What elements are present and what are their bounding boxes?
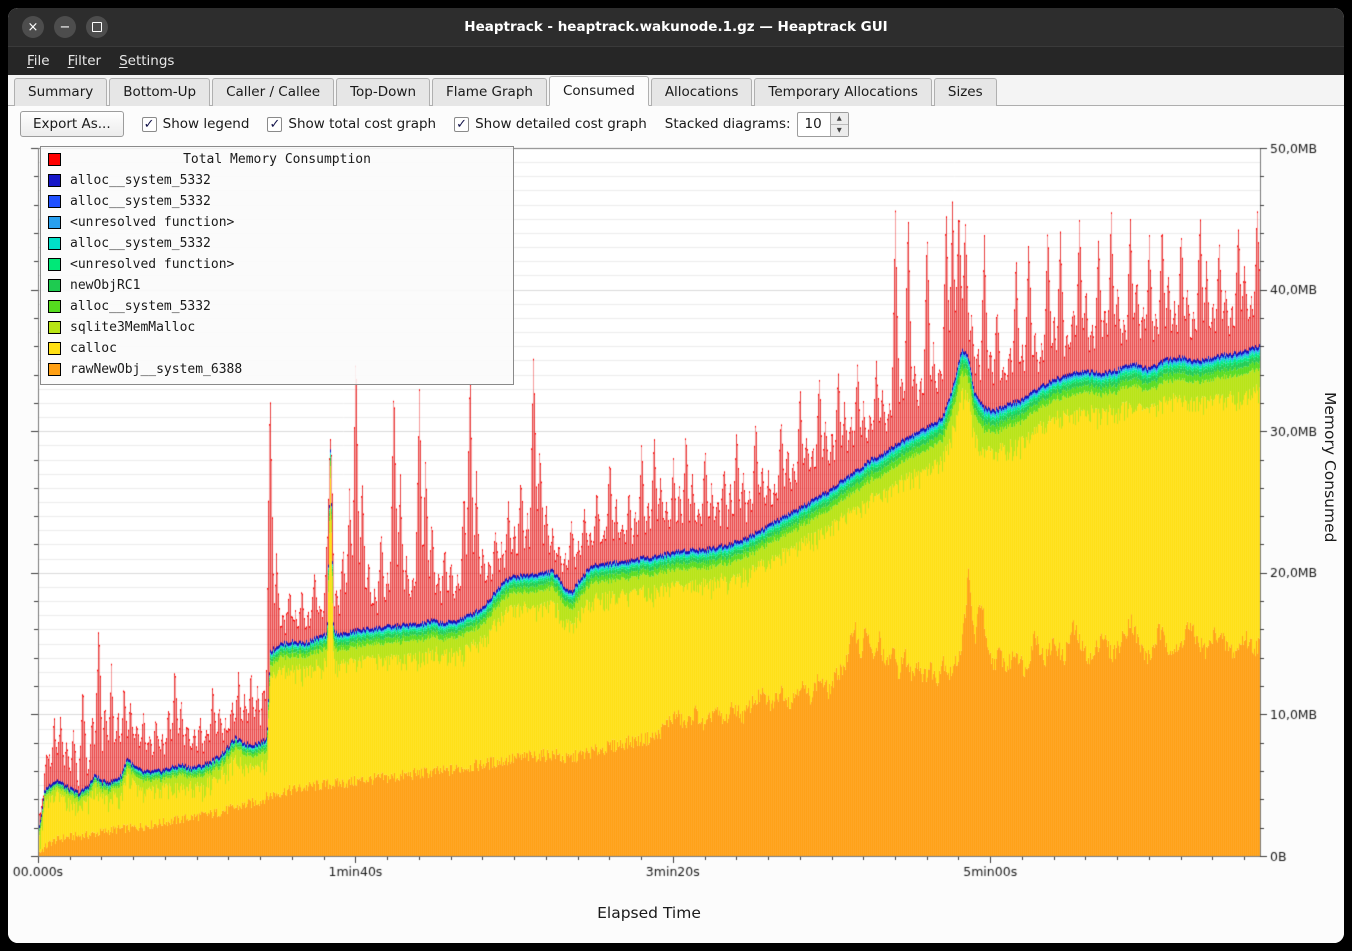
legend-label: alloc__system_5332 (70, 299, 211, 314)
spinbox-buttons: ▲ ▼ (829, 112, 848, 136)
close-icon: × (27, 19, 39, 35)
toolbar-checkboxes: ✓ Show legend ✓ Show total cost graph ✓ Show … (141, 116, 647, 132)
menu-settings[interactable]: Settings (119, 53, 175, 69)
legend-item: <unresolved function> (41, 212, 513, 233)
legend-label: alloc__system_5332 (70, 194, 211, 209)
legend-label: newObjRC1 (70, 278, 141, 293)
checkmark-icon: ✓ (141, 116, 157, 132)
tab-summary[interactable]: Summary (14, 78, 108, 106)
legend-item: alloc__system_5332 (41, 233, 513, 254)
checkbox-label: Show legend (162, 116, 250, 132)
legend-label: <unresolved function> (70, 257, 235, 272)
chart-legend: Total Memory Consumption alloc__system_5… (40, 146, 514, 385)
minimize-icon: − (59, 19, 71, 35)
legend-swatch (48, 279, 61, 292)
legend-total-swatch (48, 153, 61, 166)
legend-swatch (48, 216, 61, 229)
legend-label: alloc__system_5332 (70, 236, 211, 251)
spin-down-button[interactable]: ▼ (830, 124, 848, 136)
tab-temporary-allocations[interactable]: Temporary Allocations (754, 78, 932, 106)
tab-allocations[interactable]: Allocations (650, 78, 753, 106)
tab-sizes[interactable]: Sizes (933, 78, 997, 106)
menu-filter[interactable]: Filter (67, 53, 102, 69)
legend-title: Total Memory Consumption (183, 152, 371, 167)
tab-bottom-up[interactable]: Bottom-Up (109, 78, 211, 106)
checkbox-label: Show detailed cost graph (475, 116, 647, 132)
legend-swatch (48, 342, 61, 355)
legend-swatch (48, 195, 61, 208)
legend-item: alloc__system_5332 (41, 296, 513, 317)
legend-swatch (48, 258, 61, 271)
tab-flame-graph[interactable]: Flame Graph (432, 78, 547, 106)
y-axis-label: Memory Consumed (1321, 392, 1339, 543)
window-title: Heaptrack - heaptrack.wakunode.1.gz — He… (464, 19, 888, 35)
stacked-diagrams-label: Stacked diagrams: (664, 116, 791, 132)
legend-swatch (48, 300, 61, 313)
legend-item: alloc__system_5332 (41, 170, 513, 191)
legend-title-row: Total Memory Consumption (41, 149, 513, 170)
legend-item: <unresolved function> (41, 254, 513, 275)
checkbox-show-detailed-cost-graph[interactable]: ✓ Show detailed cost graph (454, 116, 647, 132)
export-as-button[interactable]: Export As... (20, 111, 124, 137)
spin-up-button[interactable]: ▲ (830, 112, 848, 125)
maximize-button[interactable] (86, 16, 108, 38)
tab-caller-callee[interactable]: Caller / Callee (212, 78, 335, 106)
checkmark-icon: ✓ (454, 116, 470, 132)
stacked-diagrams-spinbox[interactable]: 10 ▲ ▼ (796, 111, 849, 137)
legend-item: rawNewObj__system_6388 (41, 359, 513, 380)
tab-consumed[interactable]: Consumed (548, 76, 649, 106)
titlebar: × − Heaptrack - heaptrack.wakunode.1.gz … (8, 8, 1344, 46)
legend-items: alloc__system_5332 alloc__system_5332 <unr… (41, 170, 513, 380)
checkmark-icon: ✓ (267, 116, 283, 132)
minimize-button[interactable]: − (54, 16, 76, 38)
chart-region: Total Memory Consumption alloc__system_5… (8, 142, 1344, 943)
legend-label: rawNewObj__system_6388 (70, 362, 243, 377)
legend-swatch (48, 321, 61, 334)
window-controls: × − (22, 8, 108, 46)
spinbox-value: 10 (804, 116, 822, 132)
x-axis-label: Elapsed Time (597, 904, 701, 922)
legend-swatch (48, 363, 61, 376)
legend-label: alloc__system_5332 (70, 173, 211, 188)
tab-bar: Summary Bottom-Up Caller / Callee Top-Down F… (8, 75, 1344, 106)
maximize-icon (92, 22, 102, 32)
legend-item: calloc (41, 338, 513, 359)
legend-label: sqlite3MemMalloc (70, 320, 196, 335)
legend-label: calloc (70, 341, 117, 356)
legend-item: sqlite3MemMalloc (41, 317, 513, 338)
legend-item: alloc__system_5332 (41, 191, 513, 212)
close-button[interactable]: × (22, 16, 44, 38)
legend-swatch (48, 237, 61, 250)
legend-label: <unresolved function> (70, 215, 235, 230)
menu-file[interactable]: File (27, 53, 50, 69)
checkbox-label: Show total cost graph (288, 116, 437, 132)
legend-item: newObjRC1 (41, 275, 513, 296)
checkbox-show-legend[interactable]: ✓ Show legend (141, 116, 250, 132)
stacked-diagrams-control: Stacked diagrams: 10 ▲ ▼ (664, 111, 849, 137)
toolbar: Export As... ✓ Show legend ✓ Show total cos… (8, 106, 1344, 142)
legend-swatch (48, 174, 61, 187)
checkbox-show-total-cost-graph[interactable]: ✓ Show total cost graph (267, 116, 436, 132)
app-window: × − Heaptrack - heaptrack.wakunode.1.gz … (8, 8, 1344, 943)
tab-top-down[interactable]: Top-Down (336, 78, 430, 106)
menubar: File Filter Settings (8, 46, 1344, 75)
